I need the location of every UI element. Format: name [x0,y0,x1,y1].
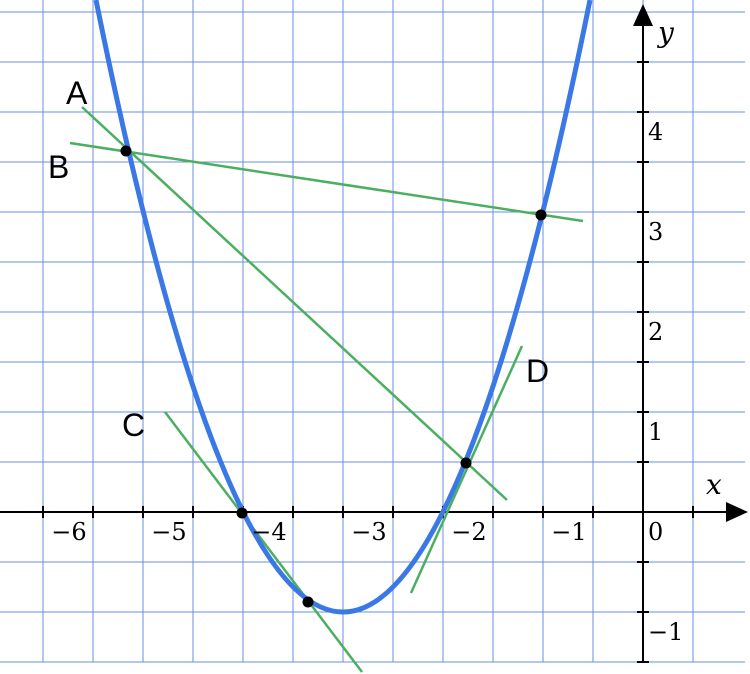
line-c [164,411,363,673]
point [120,145,132,157]
x-tick-label: −3 [351,518,386,546]
y-tick-label: 4 [648,118,663,146]
line-label: D [526,353,549,389]
x-tick-label: −4 [251,518,286,546]
x-tick-label: −2 [451,518,486,546]
x-axis-arrow [726,502,748,522]
x-tick-label: −1 [551,518,586,546]
grid [0,0,745,663]
y-tick-label: −1 [648,618,683,646]
y-axis-label: y [656,16,675,49]
y-tick-label: 1 [648,418,663,446]
y-axis-arrow [633,4,653,26]
line-label: A [66,75,88,111]
parabola [93,0,593,615]
line-b [69,141,584,223]
line-label: B [48,149,69,185]
y-tick-label: 3 [648,218,663,246]
origin-label: 0 [648,518,663,546]
x-axis-label: x [706,468,722,501]
point [460,457,472,469]
x-tick-label: −5 [151,518,186,546]
y-tick-label: 2 [648,318,663,346]
line-a [81,106,508,501]
point [535,209,547,221]
line-label: C [122,407,145,443]
line-d [409,345,524,594]
point [236,507,248,519]
points [120,145,547,608]
x-tick-label: −6 [51,518,86,546]
point [302,596,314,608]
